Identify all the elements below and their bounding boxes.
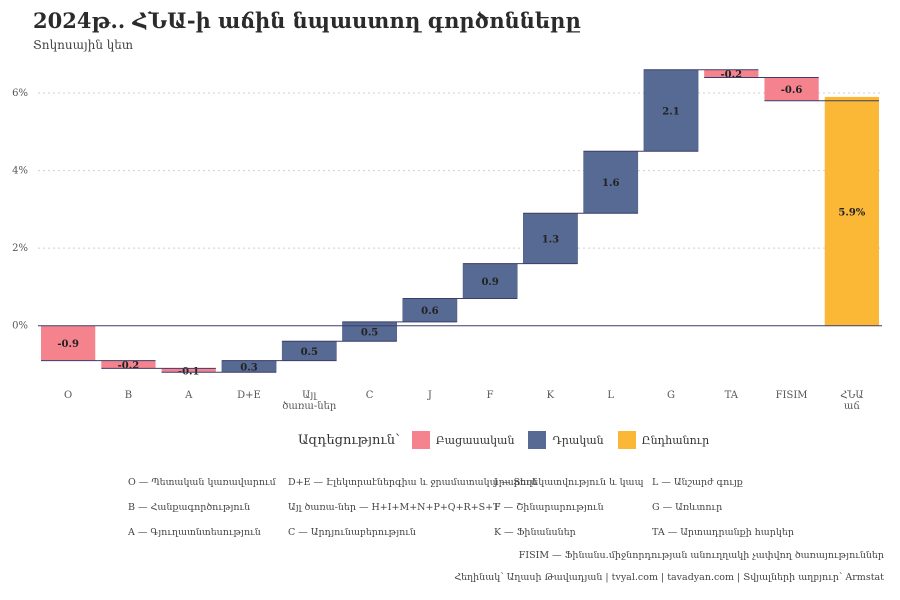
bar [462,263,518,299]
caption: Հեղինակ՝ Աղասի Թավադյան | tvyal.com | ta… [454,572,884,583]
x-tick-label: FISIM [776,390,808,401]
bar [764,77,819,101]
bar-value-label: 0.5 [301,347,318,358]
note-item: D+E — Էլեկտրաէներգիա և ջրամատակարարում [288,477,537,488]
x-tick-label: C [366,390,374,401]
x-tick-label: K [547,390,555,401]
note-item: C — Արդյունաբերություն [288,527,416,538]
bar-value-label: 0.6 [421,306,438,317]
bar-value-label: -0.9 [57,339,79,350]
legend-title: Ազդեցություն՝ [298,432,400,448]
note-item: O — Պետական կառավարում [128,477,276,488]
bar-value-label: 1.6 [602,178,619,189]
page-title: 2024թ.. ՀՆԱ-ի աճին նպաստող գործոնները [33,8,581,33]
legend-swatch-negative [411,431,430,449]
bar-value-label: 0.5 [361,328,378,339]
bar [583,150,639,214]
bar-value-label: -0.2 [118,360,140,371]
x-tick-label: G [667,390,675,401]
legend-item-positive: Դրական [528,431,604,449]
bar [704,69,759,78]
bar-value-label: 2.1 [662,106,679,117]
legend-swatch-positive [528,431,547,449]
legend-label-total: Ընդհանուր [641,433,710,447]
bar [824,96,879,326]
bar-value-label: 0.9 [481,277,498,288]
bar [41,325,96,361]
x-tick-label: Այլ ծառա-ներ [282,390,337,412]
note-item: A — Գյուղատնտեսություն [128,527,261,538]
chart-legend: Ազդեցություն՝ Բացասական Դրական Ընդհանուր [298,431,715,449]
x-tick-label: A [184,390,193,401]
legend-item-total: Ընդհանուր [617,431,710,449]
note-item: K — Ֆինանսներ [494,527,576,538]
y-tick-label: 4% [12,166,28,177]
y-tick-label: 6% [12,88,28,99]
page-subtitle: Տոկոսային կետ [33,38,133,52]
bar [161,368,216,373]
x-tick-label: L [607,390,614,401]
x-tick-label: B [125,390,132,401]
bar-value-label: 5.9% [838,207,865,218]
legend-swatch-total [617,431,636,449]
legend-label-negative: Բացասական [435,433,515,447]
legend-label-positive: Դրական [552,433,604,447]
bar-value-label: 0.3 [240,362,257,373]
legend-item-negative: Բացասական [411,431,515,449]
note-item: B — Հանքագործություն [128,502,251,513]
bar-value-label: -0.6 [781,85,803,96]
x-tick-label: D+E [237,390,261,401]
note-item: F — Շինարարություն [494,502,604,513]
note-item: TA — Արտադրանքի հարկեր [652,527,794,538]
bar-value-label: -0.2 [721,70,743,81]
note-item: J — Տեղեկատվություն և կապ [494,477,644,488]
fisim-note: FISIM — Ֆինանս.միջնորդության անուղղակի չ… [518,550,884,561]
bar [101,360,156,369]
x-tick-label: ՀՆԱ աճ [840,390,863,412]
y-tick-label: 0% [12,321,28,332]
bar-value-label: 1.3 [542,234,559,245]
x-tick-label: F [487,390,494,401]
x-tick-label: O [64,390,72,401]
y-tick-label: 2% [12,243,28,254]
note-item: Այլ ծառա-ներ — H+I+M+N+P+Q+R+S+T [288,502,500,513]
note-item: L — Անշարժ գույք [652,477,743,488]
x-tick-label: J [427,390,432,401]
note-item: G — Առևտուր [652,502,723,513]
x-tick-label: TA [725,390,739,401]
